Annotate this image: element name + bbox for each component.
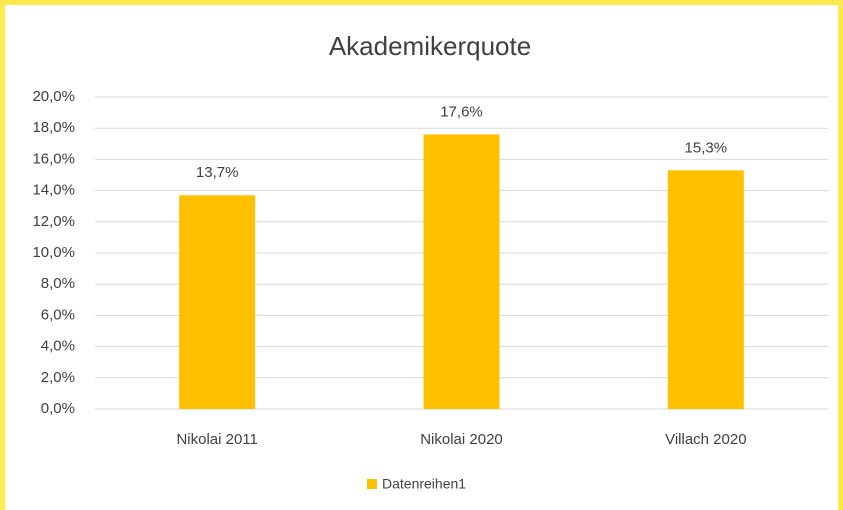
data-label: 13,7% bbox=[196, 164, 239, 181]
bar bbox=[179, 195, 256, 409]
y-tick-label: 4,0% bbox=[41, 338, 75, 355]
y-tick-label: 12,0% bbox=[32, 213, 75, 230]
y-tick-label: 20,0% bbox=[32, 88, 75, 105]
y-tick-label: 6,0% bbox=[41, 306, 75, 323]
y-tick-label: 8,0% bbox=[41, 275, 75, 292]
chart-title: Akademikerquote bbox=[329, 31, 531, 61]
legend-swatch bbox=[367, 479, 377, 489]
x-tick-label: Villach 2020 bbox=[665, 431, 746, 448]
y-tick-label: 10,0% bbox=[32, 244, 75, 261]
data-label: 15,3% bbox=[685, 139, 728, 156]
y-tick-label: 16,0% bbox=[32, 150, 75, 167]
x-tick-label: Nikolai 2020 bbox=[420, 431, 503, 448]
x-tick-label: Nikolai 2011 bbox=[176, 431, 257, 448]
y-tick-label: 18,0% bbox=[32, 119, 75, 136]
y-tick-label: 0,0% bbox=[41, 400, 75, 417]
bar bbox=[667, 170, 744, 409]
bar bbox=[423, 134, 500, 409]
y-tick-label: 14,0% bbox=[32, 182, 75, 199]
data-label: 17,6% bbox=[440, 103, 483, 120]
y-tick-label: 2,0% bbox=[41, 369, 75, 386]
legend-label: Datenreihen1 bbox=[382, 476, 466, 492]
